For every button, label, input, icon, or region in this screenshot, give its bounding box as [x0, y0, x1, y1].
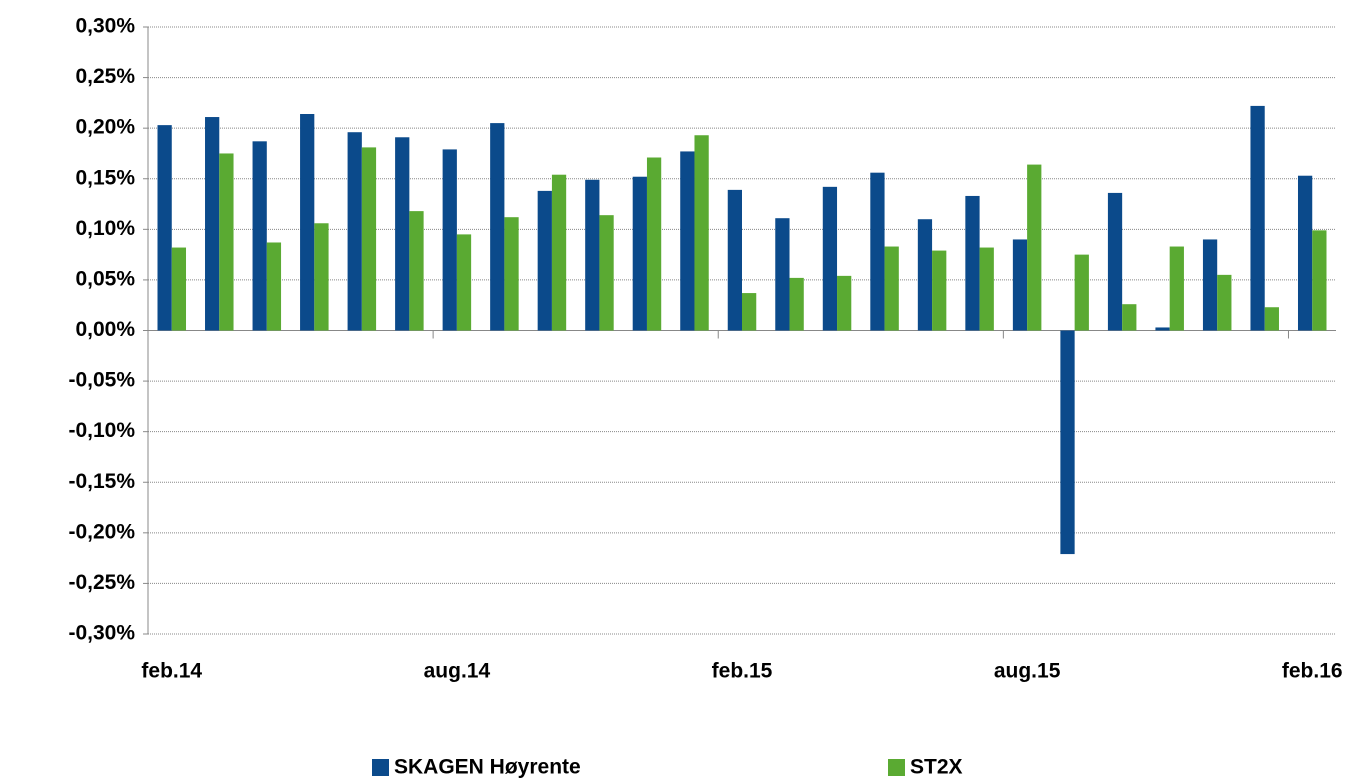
bar — [1202, 239, 1218, 331]
bar — [409, 211, 424, 331]
bar — [775, 218, 790, 331]
bar — [694, 135, 709, 331]
y-tick-label: -0,30% — [68, 622, 135, 645]
bar — [314, 223, 329, 331]
bar — [1169, 246, 1184, 331]
bar — [632, 176, 647, 331]
bar — [1155, 327, 1170, 331]
x-tick-label: aug.15 — [994, 660, 1061, 683]
bar — [1012, 239, 1028, 331]
bar — [537, 190, 552, 331]
bar — [171, 247, 187, 331]
x-tick-label: aug.14 — [424, 660, 491, 683]
bar — [727, 189, 742, 331]
bar — [395, 137, 410, 331]
bar — [347, 132, 362, 331]
bar — [1264, 307, 1279, 331]
y-tick-label: 0,20% — [75, 116, 135, 139]
bar — [252, 141, 267, 331]
y-tick-label: 0,00% — [75, 318, 135, 341]
bar — [504, 217, 519, 331]
bar — [646, 157, 662, 331]
y-tick-label: -0,10% — [68, 419, 135, 442]
bar — [884, 246, 899, 331]
y-tick-label: 0,05% — [75, 267, 135, 290]
bar — [205, 117, 220, 331]
bar — [1217, 274, 1232, 331]
bar — [266, 242, 282, 331]
bar — [490, 123, 505, 331]
bar — [361, 147, 377, 331]
bar — [742, 293, 757, 331]
y-tick-label: 0,25% — [75, 65, 135, 88]
bar — [585, 179, 600, 331]
legend-swatch — [888, 759, 905, 776]
bar — [1107, 192, 1123, 331]
y-tick-label: -0,15% — [68, 470, 135, 493]
bar — [870, 172, 885, 331]
legend-swatch — [372, 759, 389, 776]
bar — [157, 125, 172, 331]
y-tick-label: -0,05% — [68, 369, 135, 392]
bar — [1250, 105, 1265, 331]
bar — [219, 153, 234, 331]
bar — [822, 186, 838, 331]
bar — [1122, 304, 1137, 331]
legend-label: ST2X — [910, 756, 963, 779]
y-tick-label: -0,25% — [68, 571, 135, 594]
bar — [456, 234, 472, 331]
y-tick-label: -0,20% — [68, 520, 135, 543]
bar — [917, 219, 933, 331]
bar — [1060, 330, 1075, 555]
bar — [837, 275, 852, 331]
x-tick-label: feb.14 — [141, 660, 202, 683]
x-tick-label: feb.16 — [1282, 660, 1343, 683]
bar — [965, 195, 980, 331]
bar — [979, 247, 994, 331]
y-tick-label: 0,15% — [75, 166, 135, 189]
legend-label: SKAGEN Høyrente — [394, 756, 581, 779]
bar — [680, 151, 695, 331]
x-tick-label: feb.15 — [712, 660, 773, 683]
bar — [300, 114, 315, 331]
bar — [599, 215, 614, 331]
bar — [789, 277, 804, 331]
y-tick-label: 0,10% — [75, 217, 135, 240]
bar — [1074, 254, 1089, 331]
y-tick-label: 0,30% — [75, 15, 135, 38]
bar — [442, 149, 457, 331]
bar — [1312, 230, 1327, 331]
bar — [551, 174, 567, 331]
bar — [932, 250, 947, 331]
bar — [1297, 175, 1313, 331]
bar — [1027, 164, 1042, 331]
